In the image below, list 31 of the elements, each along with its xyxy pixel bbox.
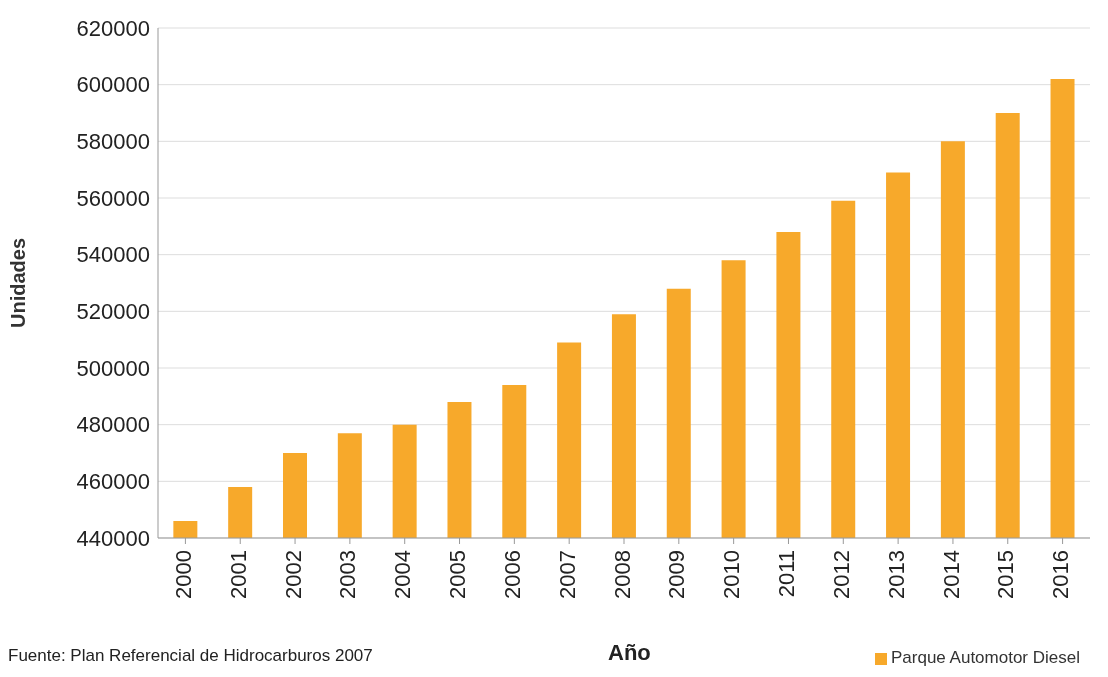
y-tick-label: 460000 — [76, 469, 150, 495]
x-tick-label: 2002 — [280, 550, 306, 599]
x-tick-label: 2005 — [445, 550, 471, 599]
x-tick-label: 2016 — [1048, 550, 1074, 599]
y-tick-label: 520000 — [76, 299, 150, 325]
y-tick-label: 480000 — [76, 412, 150, 438]
x-tick-label: 2015 — [993, 550, 1019, 599]
y-tick-label: 500000 — [76, 355, 150, 381]
y-tick-label: 620000 — [76, 15, 150, 41]
x-tick-label: 2001 — [225, 550, 251, 599]
x-tick-label: 2013 — [883, 550, 909, 599]
y-tick-label: 560000 — [76, 185, 150, 211]
y-axis-title: Unidades — [7, 237, 30, 329]
x-tick-label: 2003 — [335, 550, 361, 599]
x-tick-label: 2011 — [774, 550, 800, 598]
legend-label: Parque Automotor Diesel — [891, 648, 1080, 667]
x-tick-label: 2014 — [938, 550, 964, 599]
x-tick-label: 2007 — [554, 550, 580, 599]
x-axis-title: Año — [608, 640, 651, 666]
y-tick-label: 600000 — [76, 72, 150, 98]
y-tick-label: 580000 — [76, 129, 150, 155]
source-note: Fuente: Plan Referencial de Hidrocarburos 2007 — [8, 646, 373, 666]
x-tick-label: 2009 — [664, 550, 690, 599]
x-tick-label: 2008 — [609, 550, 635, 599]
x-tick-label: 2004 — [390, 550, 416, 599]
x-tick-label: 2012 — [828, 550, 854, 599]
x-tick-label: 2006 — [499, 550, 525, 599]
x-tick-label: 2000 — [171, 550, 197, 599]
y-tick-label: 440000 — [76, 525, 150, 551]
y-tick-label: 540000 — [76, 242, 150, 268]
x-tick-label: 2010 — [719, 550, 745, 599]
